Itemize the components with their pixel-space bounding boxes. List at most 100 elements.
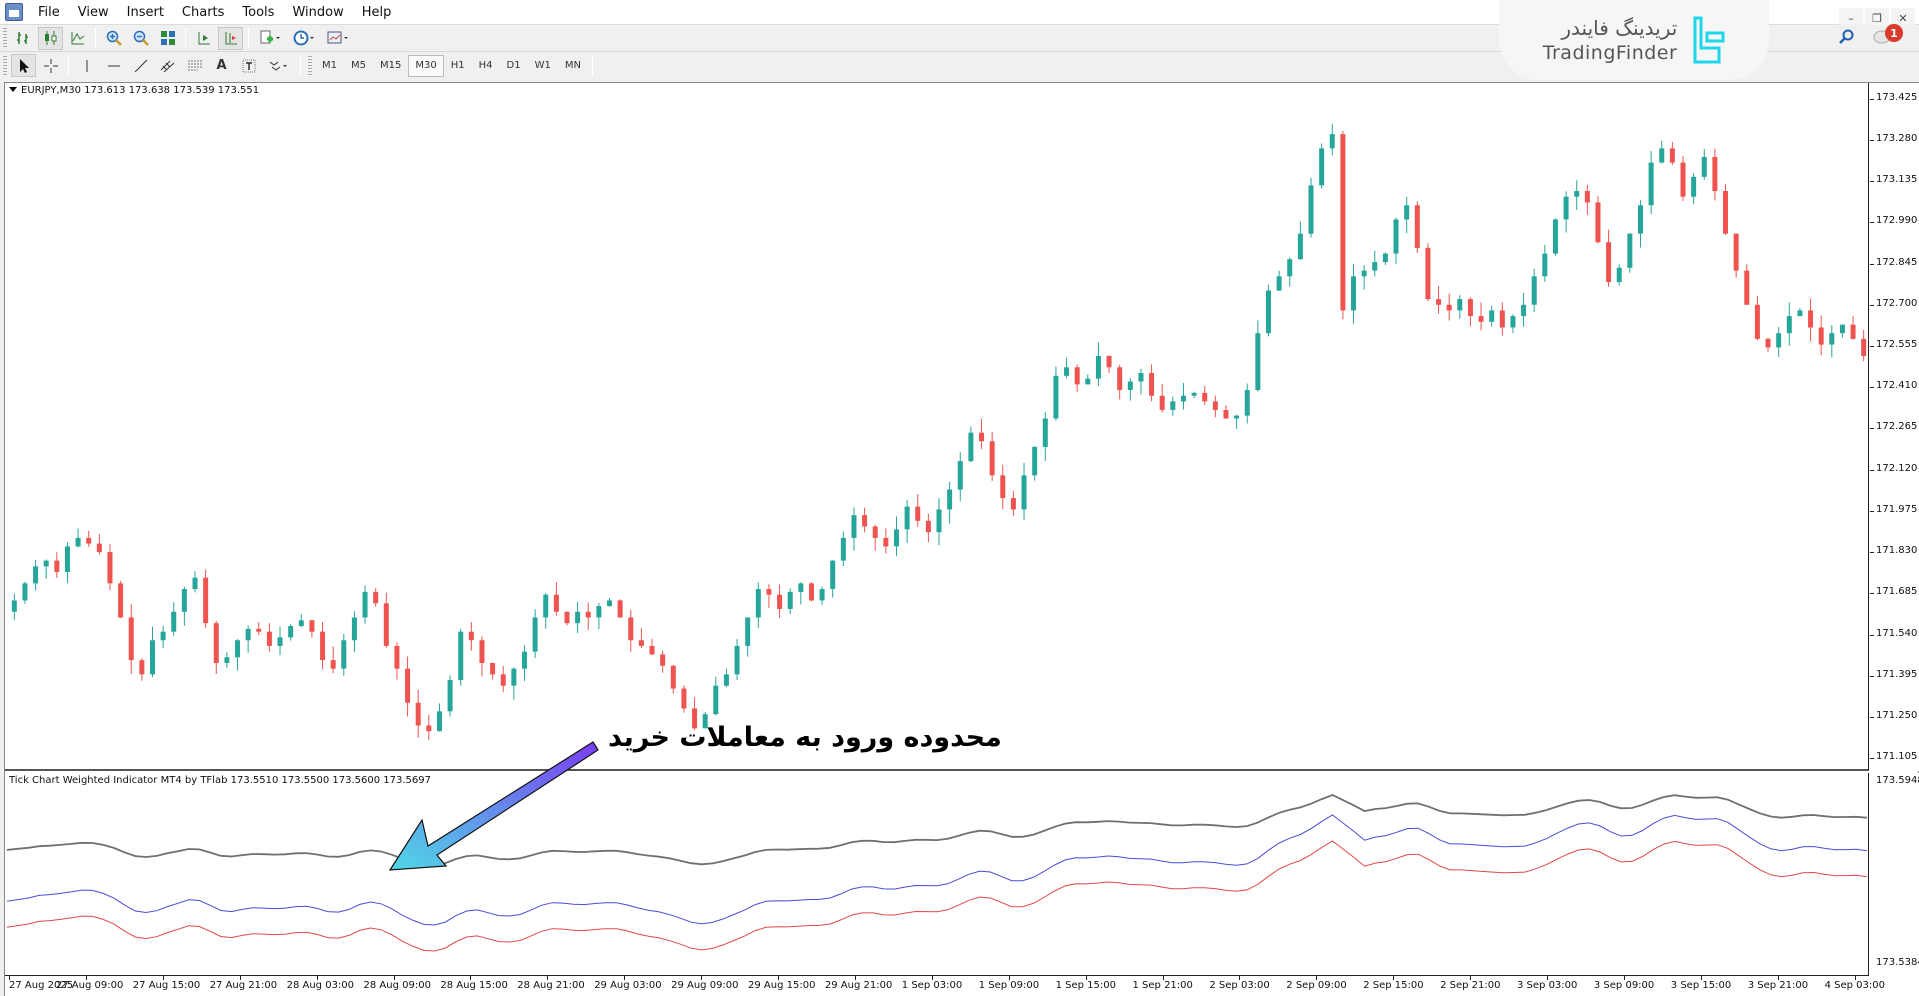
time-label: 3 Sep 09:00	[1593, 980, 1655, 991]
price-tick	[1870, 181, 1874, 183]
price-label: 172.845	[1876, 256, 1918, 268]
timeframe-m30[interactable]: M30	[408, 54, 444, 77]
menu-tools[interactable]: Tools	[242, 4, 275, 20]
chart-window: EURJPY,M30 173.613 173.638 173.539 173.5…	[4, 82, 1919, 996]
tile-windows-icon[interactable]	[155, 27, 180, 50]
time-tick	[1547, 976, 1548, 980]
indicator-title: Tick Chart Weighted Indicator MT4 by TFl…	[9, 775, 432, 786]
price-tick	[1870, 345, 1874, 347]
menu-window[interactable]: Window	[292, 4, 344, 20]
time-tick	[9, 976, 10, 980]
dropdown-triangle-icon[interactable]	[9, 87, 17, 92]
menu-file[interactable]: File	[38, 4, 60, 20]
timeframe-m15[interactable]: M15	[380, 60, 402, 71]
indicator-lines	[6, 794, 1868, 952]
time-tick	[470, 976, 472, 980]
price-label: 172.555	[1876, 338, 1918, 350]
price-label: 172.410	[1876, 380, 1918, 392]
price-axis[interactable]: 173.425 173.280 173.135 172.990 172.845 172.7…	[1870, 83, 1919, 771]
price-tick	[1870, 428, 1874, 430]
text-label-icon[interactable]	[236, 54, 261, 77]
bar-chart-icon[interactable]	[11, 27, 36, 50]
line-chart-icon[interactable]	[65, 27, 90, 50]
text-icon[interactable]: A	[216, 58, 227, 73]
indicator-axis-top: 173.5948	[1876, 775, 1919, 786]
zoom-out-icon[interactable]	[128, 27, 153, 50]
menu-help[interactable]: Help	[361, 4, 392, 20]
time-tick	[701, 976, 703, 980]
horizontal-line-icon[interactable]	[101, 54, 126, 77]
time-label: 29 Aug 21:00	[824, 980, 893, 991]
time-tick	[547, 976, 549, 980]
templates-icon[interactable]	[322, 27, 354, 50]
time-label: 3 Sep 03:00	[1517, 980, 1578, 991]
timeframe-w1[interactable]: W1	[534, 60, 551, 71]
logo-persian-text: تریدینگ فایندر	[1561, 16, 1678, 40]
time-label: 28 Aug 09:00	[363, 980, 431, 991]
logo-mark-icon	[1693, 16, 1725, 64]
price-label: 171.105	[1876, 751, 1918, 763]
price-tick	[1870, 634, 1874, 636]
timeframe-m1[interactable]: M1	[322, 60, 337, 71]
menu-charts[interactable]: Charts	[181, 4, 225, 20]
time-label: 28 Aug 21:00	[517, 980, 585, 991]
toolbar-separator	[248, 28, 249, 48]
candlestick-icon[interactable]	[38, 26, 63, 50]
crosshair-icon[interactable]	[38, 54, 63, 77]
vertical-line-icon[interactable]	[74, 54, 99, 77]
periods-icon[interactable]	[288, 27, 320, 50]
toolbar-grip[interactable]	[3, 28, 7, 48]
time-label: 3 Sep 15:00	[1670, 980, 1732, 991]
minimize-button[interactable]: –	[1839, 8, 1863, 28]
time-label: 29 Aug 15:00	[748, 980, 816, 991]
price-label: 171.830	[1876, 545, 1918, 557]
chart-shift-icon[interactable]	[218, 26, 243, 50]
toolbar-separator	[68, 55, 69, 76]
close-button[interactable]: ✕	[1891, 8, 1915, 28]
autoscroll-icon[interactable]	[191, 27, 216, 50]
time-axis[interactable]: 27 Aug 2025 27 Aug 09:00 27 Aug 15:00 27 Au…	[5, 976, 1919, 996]
price-label: 171.395	[1876, 668, 1918, 680]
shapes-icon[interactable]	[263, 54, 295, 77]
top-right-icons: 1	[1839, 24, 1909, 46]
timeframe-mn[interactable]: MN	[564, 60, 581, 71]
main-chart-pane[interactable]: EURJPY,M30 173.613 173.638 173.539 173.5…	[5, 83, 1869, 771]
new-chart-icon[interactable]	[254, 27, 286, 50]
equidistant-channel-icon[interactable]	[155, 54, 180, 77]
menu-insert[interactable]: Insert	[126, 4, 164, 20]
price-tick	[1870, 263, 1874, 265]
toolbar-separator	[300, 55, 301, 76]
buy-entry-annotation: محدوده ورود به معاملات خرید	[608, 722, 1002, 753]
indicator-axis-bottom: 173.5384	[1876, 957, 1919, 968]
price-label: 173.135	[1876, 174, 1918, 186]
time-tick	[778, 976, 779, 980]
tradingfinder-logo: تریدینگ فایندر TradingFinder	[1499, 0, 1769, 80]
time-tick	[624, 976, 626, 980]
time-tick	[1239, 976, 1241, 980]
cursor-icon[interactable]	[11, 54, 36, 77]
menu-view[interactable]: View	[77, 4, 109, 20]
indicator-pane[interactable]: Tick Chart Weighted Indicator MT4 by TFl…	[5, 773, 1869, 976]
timeframe-m5[interactable]: M5	[351, 60, 366, 71]
timeframe-h4[interactable]: H4	[478, 60, 493, 71]
time-tick	[1700, 976, 1702, 980]
toolbar-separator	[591, 55, 593, 76]
time-tick	[1623, 976, 1625, 980]
time-tick	[239, 976, 241, 980]
restore-button[interactable]: ❐	[1865, 8, 1889, 28]
toolbar-grip[interactable]	[3, 55, 7, 76]
indicator-axis[interactable]: 173.5948 173.5384	[1870, 773, 1919, 976]
timeframe-h1[interactable]: H1	[450, 60, 465, 71]
trendline-icon[interactable]	[128, 54, 153, 77]
zoom-in-icon[interactable]	[101, 27, 126, 50]
toolbar-grip[interactable]	[308, 55, 312, 76]
time-tick	[162, 976, 164, 980]
price-label: 173.425	[1876, 91, 1918, 103]
timeframe-d1[interactable]: D1	[506, 60, 521, 71]
notifications-button[interactable]: 1	[1873, 24, 1909, 46]
price-tick	[1870, 716, 1874, 718]
search-icon[interactable]	[1839, 29, 1855, 45]
time-tick	[85, 976, 87, 980]
time-tick	[1085, 976, 1087, 980]
fibonacci-icon[interactable]	[182, 54, 207, 77]
